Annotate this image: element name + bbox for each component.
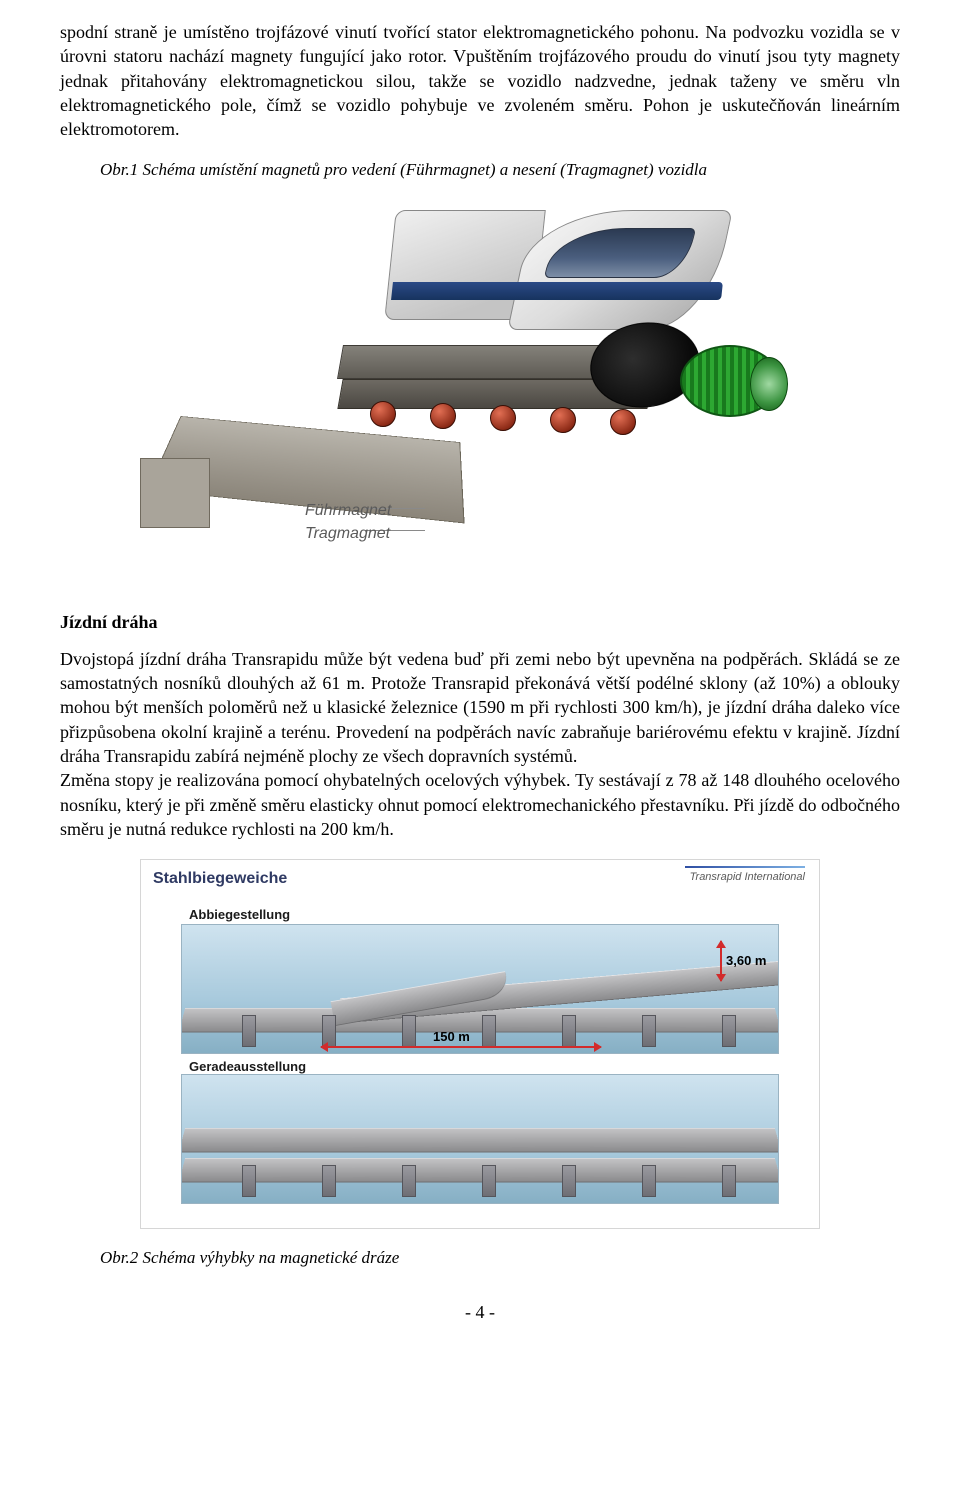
- page-number: - 4 -: [60, 1300, 900, 1324]
- track-support: [242, 1015, 256, 1047]
- track-support: [562, 1165, 576, 1197]
- support-magnet-ring: [610, 409, 636, 435]
- main-track-straight: [181, 1158, 779, 1183]
- track-support: [322, 1165, 336, 1197]
- support-magnet-ring: [370, 401, 396, 427]
- guideway-end-face: [140, 458, 210, 528]
- brand-text: Transrapid International: [690, 871, 805, 883]
- top-panel: [181, 924, 779, 1054]
- bottom-panel: [181, 1074, 779, 1204]
- track-support: [642, 1015, 656, 1047]
- track-support: [482, 1165, 496, 1197]
- label-geradeausstellung: Geradeausstellung: [189, 1058, 306, 1076]
- diagram-brand: Transrapid International: [685, 866, 805, 883]
- track-support: [402, 1165, 416, 1197]
- track-support: [642, 1165, 656, 1197]
- brand-line: [685, 866, 805, 868]
- figure-1-maglev-schematic: Führmagnet Tragmagnet: [150, 200, 810, 580]
- dimension-150m: 150 m: [433, 1028, 470, 1046]
- diagram-title: Stahlbiegeweiche: [153, 868, 287, 890]
- track-paragraph: Dvojstopá jízdní dráha Transrapidu může …: [60, 647, 900, 841]
- label-tragmagnet: Tragmagnet: [305, 523, 391, 545]
- green-coil: [680, 345, 780, 417]
- dimension-line-horizontal: [321, 1046, 601, 1048]
- track-support: [242, 1165, 256, 1197]
- dimension-line-vertical: [720, 941, 722, 981]
- figure-2-caption: Obr.2 Schéma výhybky na magnetické dráze: [100, 1247, 900, 1270]
- support-magnet-ring: [550, 407, 576, 433]
- track-support: [722, 1165, 736, 1197]
- track-support: [482, 1015, 496, 1047]
- figure-2-switch-diagram: Stahlbiegeweiche Transrapid Internationa…: [140, 859, 820, 1229]
- intro-paragraph: spodní straně je umístěno trojfázové vin…: [60, 20, 900, 141]
- main-track: [181, 1008, 779, 1033]
- label-fuhrmagnet: Führmagnet: [305, 500, 391, 522]
- track-support: [562, 1015, 576, 1047]
- track-support: [722, 1015, 736, 1047]
- support-magnet-ring: [430, 403, 456, 429]
- dimension-360m: 3,60 m: [726, 952, 766, 970]
- section-heading-track: Jízdní dráha: [60, 610, 900, 634]
- support-magnet-ring: [490, 405, 516, 431]
- track-support: [402, 1015, 416, 1047]
- train-blue-stripe: [391, 282, 723, 300]
- figure-1-caption: Obr.1 Schéma umístění magnetů pro vedení…: [100, 159, 900, 182]
- magnet-labels: Führmagnet Tragmagnet: [305, 500, 391, 545]
- second-straight-track: [181, 1128, 779, 1153]
- label-abbiegestellung: Abbiegestellung: [189, 906, 290, 924]
